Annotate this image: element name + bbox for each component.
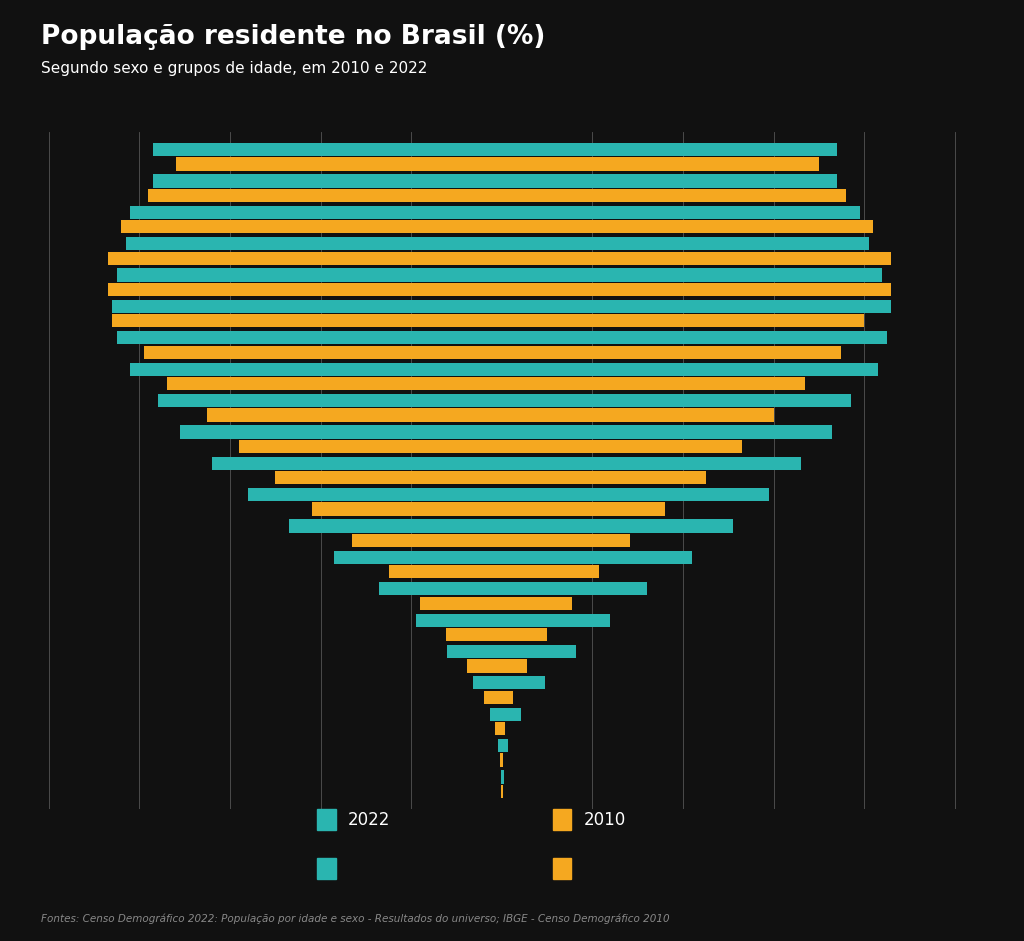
Bar [500,754,502,767]
Bar [502,331,887,344]
Bar [153,143,502,156]
Bar [502,314,864,327]
Bar [502,157,819,170]
Bar [108,251,502,264]
Bar [502,471,706,485]
Bar [311,502,502,516]
Bar [502,237,868,250]
Bar [502,377,805,391]
Bar [502,206,859,219]
Bar [502,283,891,296]
Bar [502,708,521,721]
Bar [130,206,502,219]
Bar [502,251,891,264]
Bar [126,237,502,250]
Bar [212,456,502,470]
Bar [113,300,502,313]
Bar [502,628,547,641]
Bar [489,708,502,721]
Bar [502,722,506,735]
Bar [113,314,502,327]
Bar [502,143,837,156]
Bar [498,739,502,752]
Text: 2010: 2010 [584,810,626,829]
Bar [502,189,846,202]
Bar [502,456,801,470]
Bar [473,677,502,690]
Bar [502,691,513,704]
Bar [502,739,508,752]
Bar [502,502,665,516]
Bar [121,220,502,233]
Bar [108,283,502,296]
Bar [144,345,502,359]
Bar [502,362,878,375]
Bar [495,722,502,735]
Bar [248,488,502,502]
Bar [447,645,502,658]
Bar [502,534,631,547]
Bar [158,394,502,407]
Bar [502,645,577,658]
Bar [502,566,599,579]
Bar [352,534,502,547]
Bar [130,362,502,375]
Bar [502,408,773,422]
Text: Segundo sexo e grupos de idade, em 2010 e 2022: Segundo sexo e grupos de idade, em 2010 … [41,61,427,76]
Bar [148,189,502,202]
Bar [153,174,502,187]
Bar [502,614,610,627]
Bar [167,377,502,391]
Bar [117,268,502,281]
Bar [502,550,692,564]
Bar [502,220,873,233]
Bar [117,331,502,344]
Bar [467,660,502,673]
Bar [388,566,502,579]
Bar [380,582,502,596]
Text: Fontes: Censo Demográfico 2022: População por idade e sexo - Resultados do unive: Fontes: Censo Demográfico 2022: Populaçã… [41,914,670,924]
Bar [502,439,741,453]
Text: 2022: 2022 [348,810,390,829]
Bar [483,691,502,704]
Bar [502,300,891,313]
Bar [207,408,502,422]
Bar [502,394,851,407]
Bar [239,439,502,453]
Bar [502,488,769,502]
Bar [420,597,502,610]
Bar [176,157,502,170]
Bar [289,519,502,533]
Bar [502,771,504,784]
Bar [275,471,502,485]
Bar [334,550,502,564]
Bar [502,519,733,533]
Bar [502,268,883,281]
Bar [502,174,837,187]
Bar [502,345,842,359]
Bar [180,425,502,439]
Bar [502,677,545,690]
Bar [502,582,647,596]
Bar [416,614,502,627]
Bar [502,425,833,439]
Bar [445,628,502,641]
Bar [502,597,572,610]
Text: População residente no Brasil (%): População residente no Brasil (%) [41,24,546,50]
Bar [502,660,527,673]
